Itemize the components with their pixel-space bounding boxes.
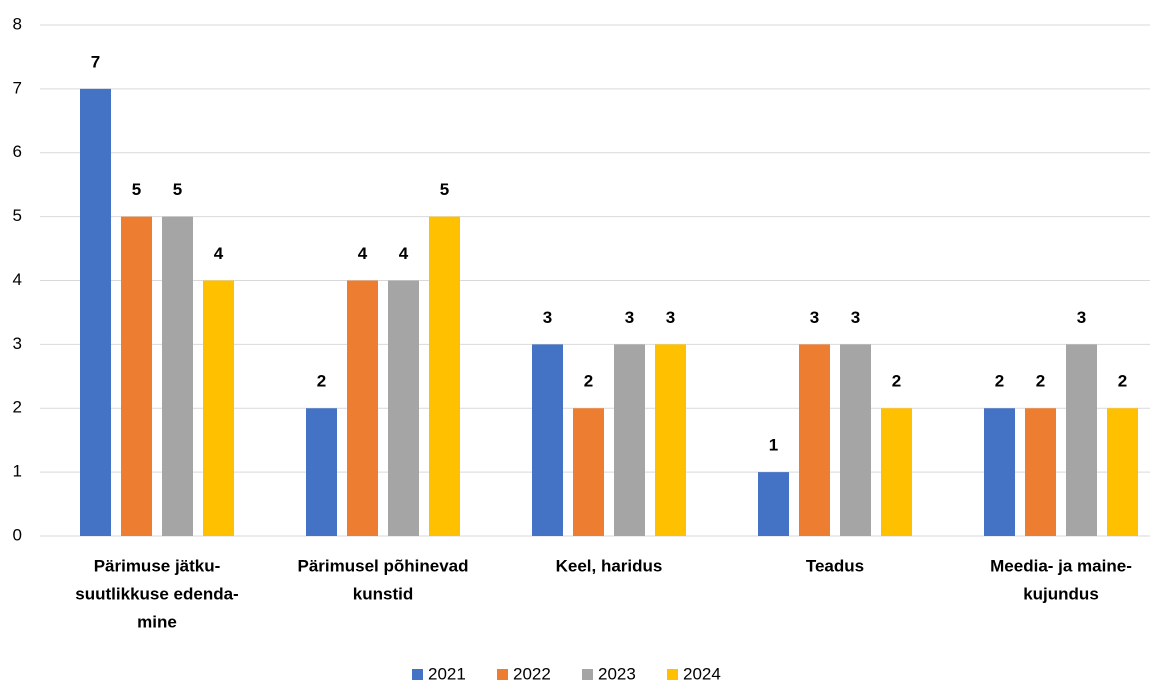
data-label: 1: [769, 436, 778, 455]
bar: [799, 344, 830, 536]
y-tick-label: 7: [13, 78, 22, 97]
y-tick-label: 8: [13, 14, 22, 33]
bar: [347, 280, 378, 536]
data-label: 4: [214, 244, 224, 263]
y-tick-label: 4: [13, 270, 22, 289]
bar: [162, 216, 193, 536]
bar: [1025, 408, 1056, 536]
data-label: 7: [91, 52, 100, 71]
x-tick-label: Meedia- ja maine-: [990, 556, 1132, 575]
legend-swatch: [667, 669, 678, 680]
x-tick-label: kujundus: [1023, 584, 1099, 603]
legend-label: 2023: [598, 664, 636, 683]
bar: [80, 88, 111, 536]
data-label: 3: [851, 308, 860, 327]
data-label: 2: [1118, 372, 1127, 391]
data-label: 5: [440, 180, 449, 199]
bar: [881, 408, 912, 536]
x-tick-label: Keel, haridus: [556, 556, 663, 575]
bar: [655, 344, 686, 536]
x-tick-label: Teadus: [806, 556, 864, 575]
bar: [1107, 408, 1138, 536]
data-label: 2: [1036, 372, 1045, 391]
y-tick-label: 0: [13, 525, 22, 544]
bar: [840, 344, 871, 536]
legend-swatch: [412, 669, 423, 680]
data-label: 5: [132, 180, 141, 199]
y-tick-label: 6: [13, 142, 22, 161]
data-label: 2: [317, 372, 326, 391]
data-label: 3: [666, 308, 675, 327]
bar: [984, 408, 1015, 536]
bar: [532, 344, 563, 536]
data-label: 4: [399, 244, 409, 263]
x-tick-label: Pärimusel põhinevad: [298, 556, 469, 575]
bar: [614, 344, 645, 536]
y-tick-label: 5: [13, 206, 22, 225]
legend-label: 2022: [513, 664, 551, 683]
bar: [1066, 344, 1097, 536]
bar: [573, 408, 604, 536]
y-tick-label: 1: [13, 462, 22, 481]
data-label: 2: [995, 372, 1004, 391]
y-tick-label: 2: [13, 398, 22, 417]
data-label: 3: [810, 308, 819, 327]
data-label: 2: [892, 372, 901, 391]
bar: [429, 216, 460, 536]
bar: [121, 216, 152, 536]
legend-label: 2024: [683, 664, 721, 683]
bar: [388, 280, 419, 536]
legend-swatch: [497, 669, 508, 680]
data-label: 5: [173, 180, 182, 199]
y-tick-label: 3: [13, 334, 22, 353]
bar: [758, 472, 789, 536]
legend-swatch: [582, 669, 593, 680]
bar: [306, 408, 337, 536]
data-label: 3: [1077, 308, 1086, 327]
x-tick-label: mine: [137, 612, 177, 631]
data-label: 3: [543, 308, 552, 327]
x-tick-label: kunstid: [353, 584, 413, 603]
data-label: 3: [625, 308, 634, 327]
data-label: 4: [358, 244, 368, 263]
bar: [203, 280, 234, 536]
x-tick-label: suutlikkuse edenda-: [75, 584, 238, 603]
data-label: 2: [584, 372, 593, 391]
x-tick-label: Pärimuse jätku-: [94, 556, 221, 575]
legend-label: 2021: [428, 664, 466, 683]
